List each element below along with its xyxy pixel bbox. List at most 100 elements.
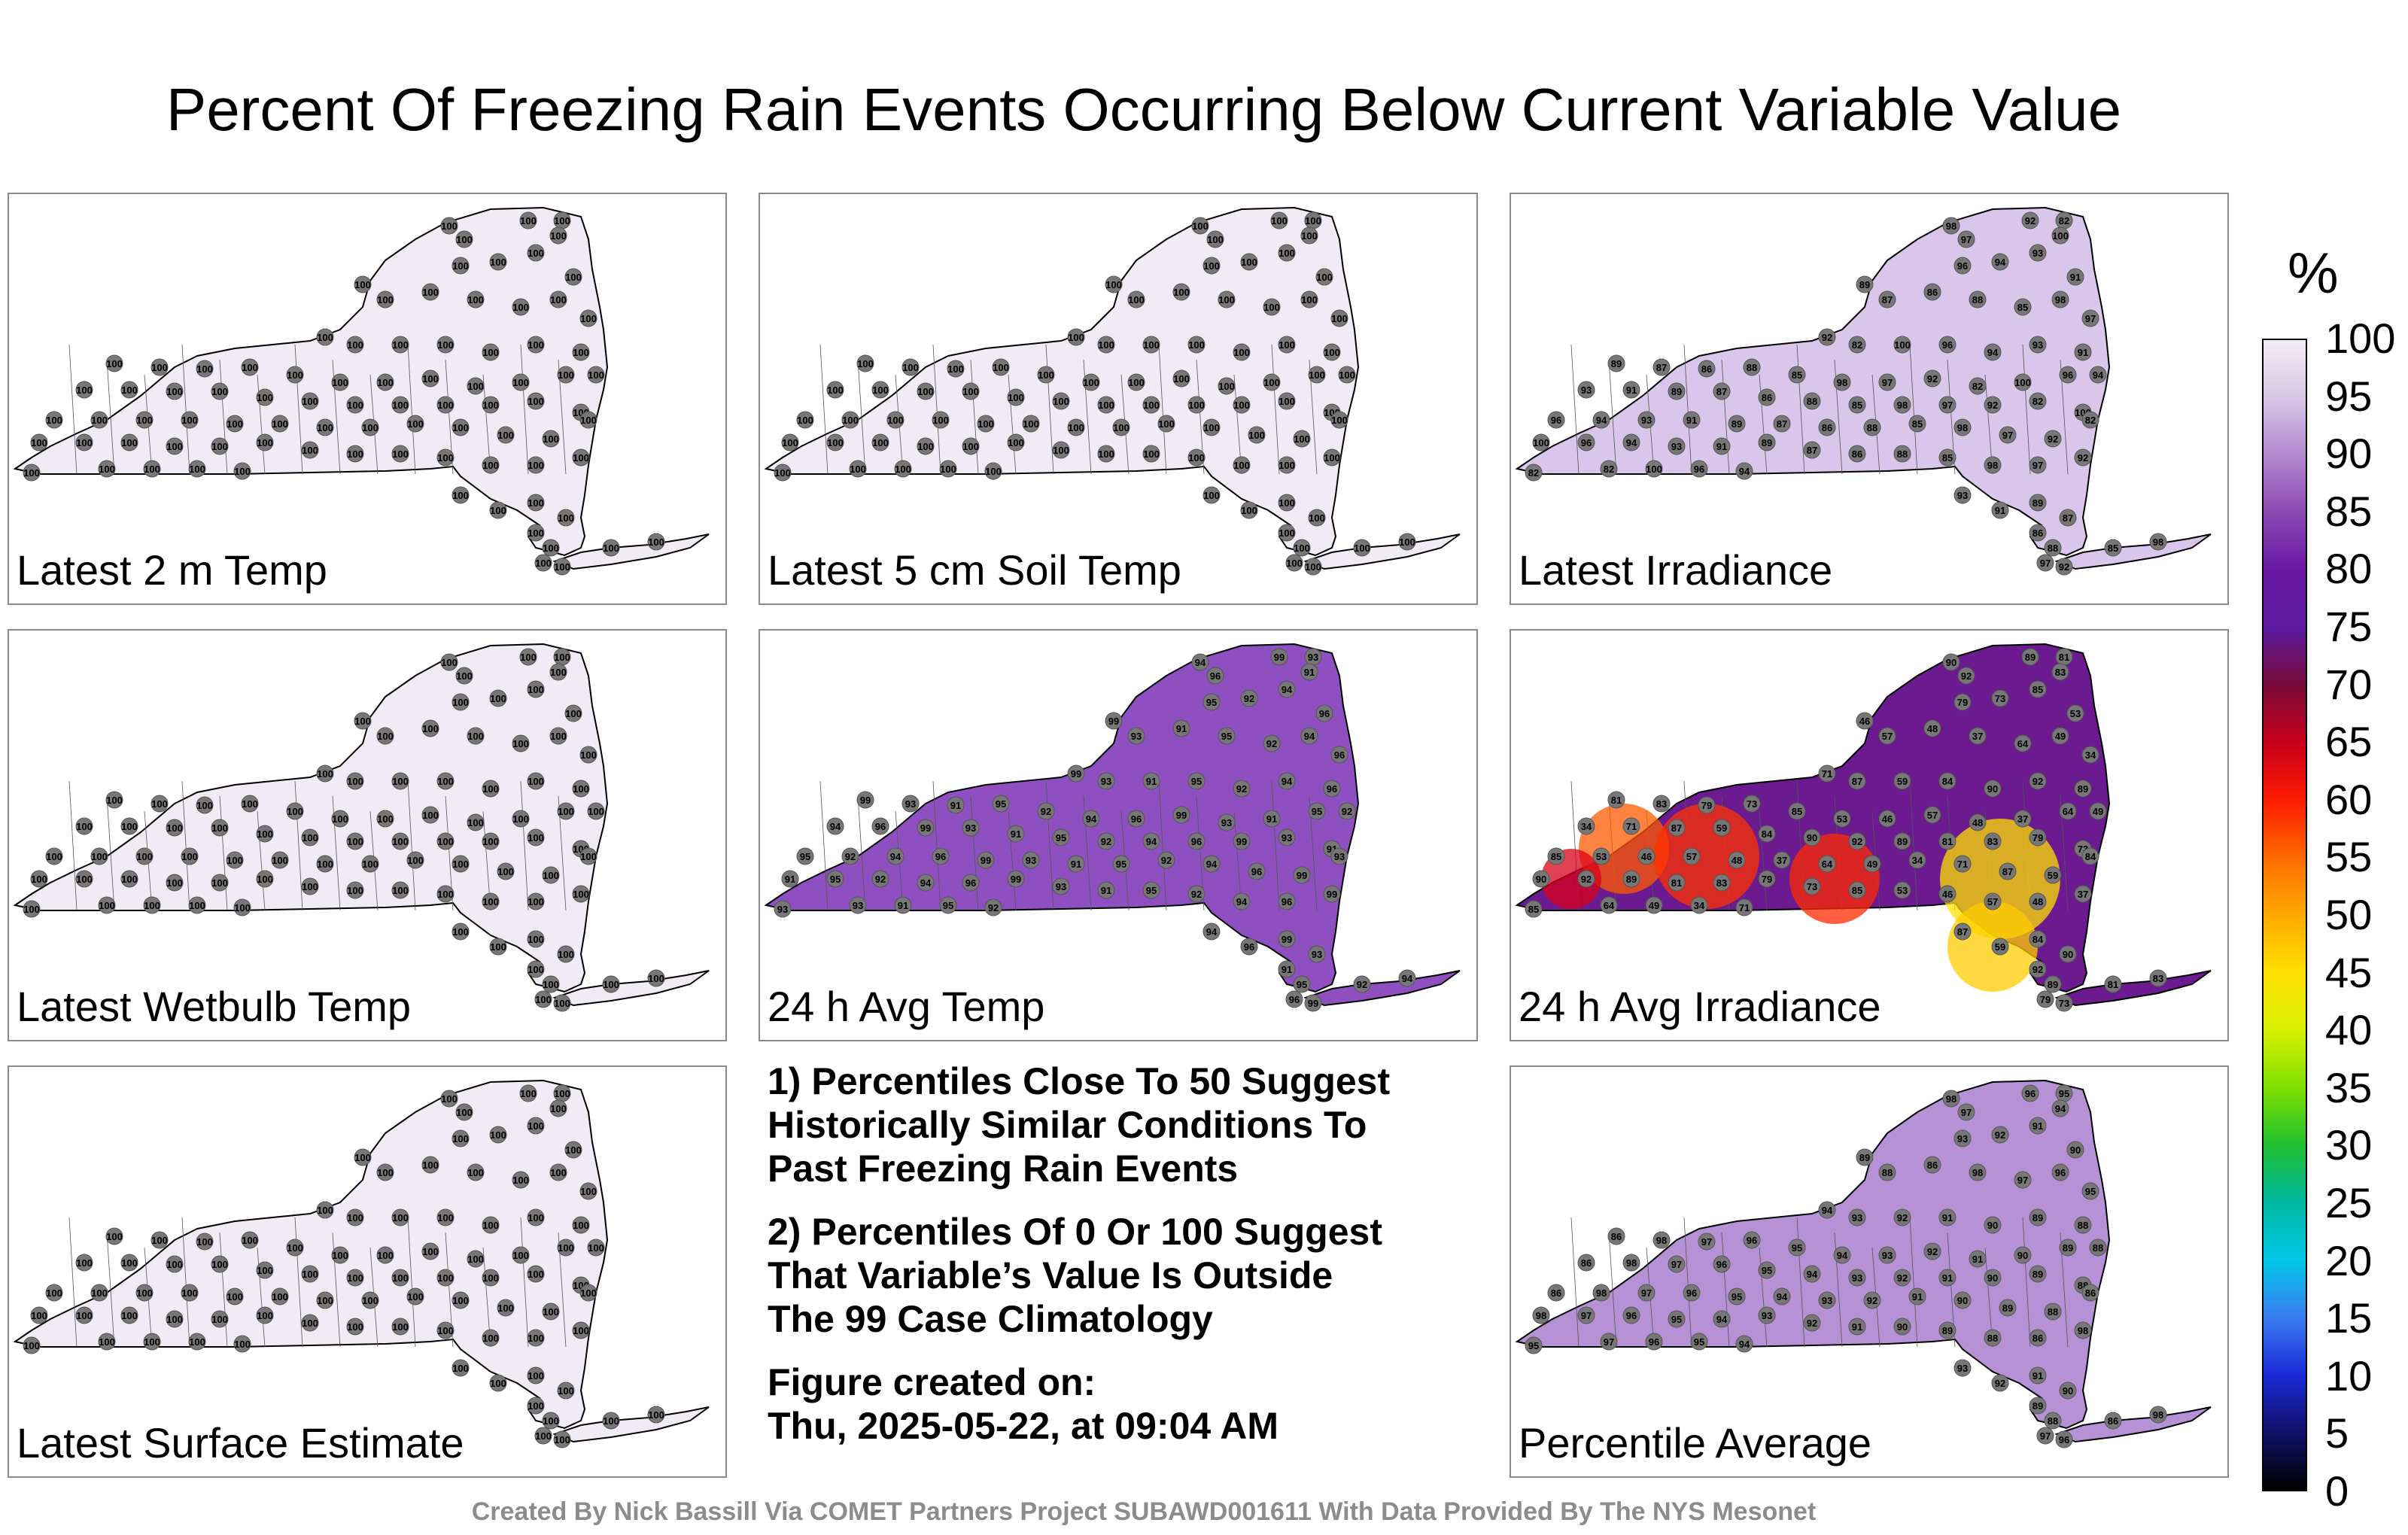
station-dot: [849, 896, 867, 914]
station-marker: 90: [1942, 653, 1960, 671]
station-marker: 100: [489, 501, 507, 519]
station-dot: [1293, 975, 1311, 993]
station-value: 99: [1274, 652, 1285, 663]
station-value: 100: [573, 1325, 589, 1336]
county-line: [219, 795, 228, 911]
station-value: 93: [2033, 339, 2043, 351]
station-marker: 85: [2014, 298, 2032, 316]
notes-block: 1) Percentiles Close To 50 Suggest Histo…: [768, 1059, 1475, 1467]
station-dot: [579, 847, 597, 865]
station-marker: 89: [2021, 648, 2039, 666]
station-dot: [1758, 433, 1776, 451]
station-dot: [1278, 524, 1296, 542]
station-value: 86: [1927, 287, 1938, 298]
station-value: 100: [1233, 347, 1250, 358]
station-dot: [534, 990, 552, 1008]
station-value: 100: [437, 889, 454, 900]
station-marker: 91: [1142, 772, 1160, 790]
station-dot: [527, 524, 545, 542]
station-marker: 96: [1622, 1306, 1640, 1324]
station-value: 91: [2078, 347, 2088, 358]
station-value: 92: [845, 851, 856, 862]
station-value: 84: [1942, 776, 1953, 787]
station-dot: [181, 847, 199, 865]
station-dot: [301, 1265, 319, 1283]
station-marker: 95: [1308, 802, 1326, 820]
station-value: 100: [99, 900, 115, 911]
station-dot: [1532, 1306, 1550, 1324]
station-dot: [1969, 727, 1987, 745]
long-island-outline: [1303, 533, 1461, 570]
station-marker: 100: [564, 1141, 582, 1159]
station-value: 100: [452, 422, 469, 433]
station-value: 64: [1822, 859, 1833, 870]
panel-label: Latest Wetbulb Temp: [17, 983, 412, 1030]
station-marker: 100: [346, 1208, 364, 1226]
station-value: 100: [490, 1129, 506, 1141]
station-marker: 92: [1157, 851, 1175, 869]
note-1-line-a: 1) Percentiles Close To 50 Suggest: [768, 1060, 1391, 1102]
station-value: 100: [1023, 418, 1039, 430]
station-marker: 100: [549, 727, 567, 745]
county-line: [520, 1217, 529, 1348]
station-value: 82: [2085, 415, 2096, 426]
station-marker: 94: [1278, 772, 1296, 790]
colorbar-tick-label: 65: [2325, 718, 2373, 766]
station-value: 100: [377, 813, 394, 825]
station-value: 100: [1192, 220, 1209, 232]
station-value: 95: [2085, 1186, 2096, 1197]
station-value: 97: [1882, 377, 1893, 388]
station-dot: [211, 437, 229, 455]
station-value: 100: [257, 1310, 273, 1321]
station-marker: 84: [2081, 847, 2099, 865]
station-marker: 99: [1233, 832, 1251, 850]
station-marker: 98: [1893, 396, 1911, 414]
station-marker: 100: [1532, 433, 1550, 451]
station-marker: 91: [1622, 381, 1640, 399]
colorbar-tick-label: 35: [2325, 1063, 2373, 1111]
station-dot: [1112, 418, 1130, 436]
station-dot: [2051, 1163, 2069, 1181]
station-dot: [1304, 994, 1322, 1012]
station-marker: 86: [1818, 418, 1836, 436]
station-value: 91: [1942, 1272, 1953, 1284]
station-dot: [527, 1366, 545, 1385]
station-dot: [451, 1359, 470, 1377]
station-dot: [1052, 392, 1070, 410]
station-marker: 100: [361, 855, 379, 873]
station-marker: 100: [166, 1310, 184, 1328]
station-value: 91: [950, 800, 961, 811]
station-dot: [1698, 360, 1716, 378]
station-dot: [1308, 945, 1326, 963]
station-value: 84: [2033, 934, 2044, 945]
county-line: [1608, 359, 1617, 475]
station-marker: 79: [1698, 796, 1716, 814]
station-marker: 100: [796, 411, 814, 429]
station-value: 95: [800, 851, 810, 862]
station-marker: 87: [1953, 923, 1972, 941]
station-value: 96: [1327, 783, 1337, 795]
station-marker: 100: [512, 1171, 530, 1189]
station-marker: 94: [1803, 1265, 1821, 1283]
station-value: 100: [121, 1257, 138, 1269]
station-dot: [1082, 810, 1100, 828]
station-value: 49: [2055, 731, 2066, 742]
station-dot: [1547, 411, 1565, 429]
station-dot: [241, 795, 259, 813]
panel-label: Latest 5 cm Soil Temp: [768, 546, 1181, 594]
station-marker: 100: [346, 396, 364, 414]
station-marker: 100: [497, 1299, 515, 1317]
station-marker: 100: [211, 874, 229, 892]
station-dot: [1592, 1284, 1610, 1302]
station-dot: [572, 780, 590, 798]
station-value: 93: [853, 900, 863, 911]
station-marker: 100: [579, 309, 597, 327]
station-value: 100: [528, 460, 544, 471]
station-value: 100: [588, 806, 604, 817]
station-marker: 73: [1991, 689, 2009, 707]
station-marker: 100: [1308, 366, 1326, 384]
station-dot: [1067, 418, 1085, 436]
station-marker: 100: [489, 689, 507, 707]
station-value: 100: [377, 1250, 394, 1261]
